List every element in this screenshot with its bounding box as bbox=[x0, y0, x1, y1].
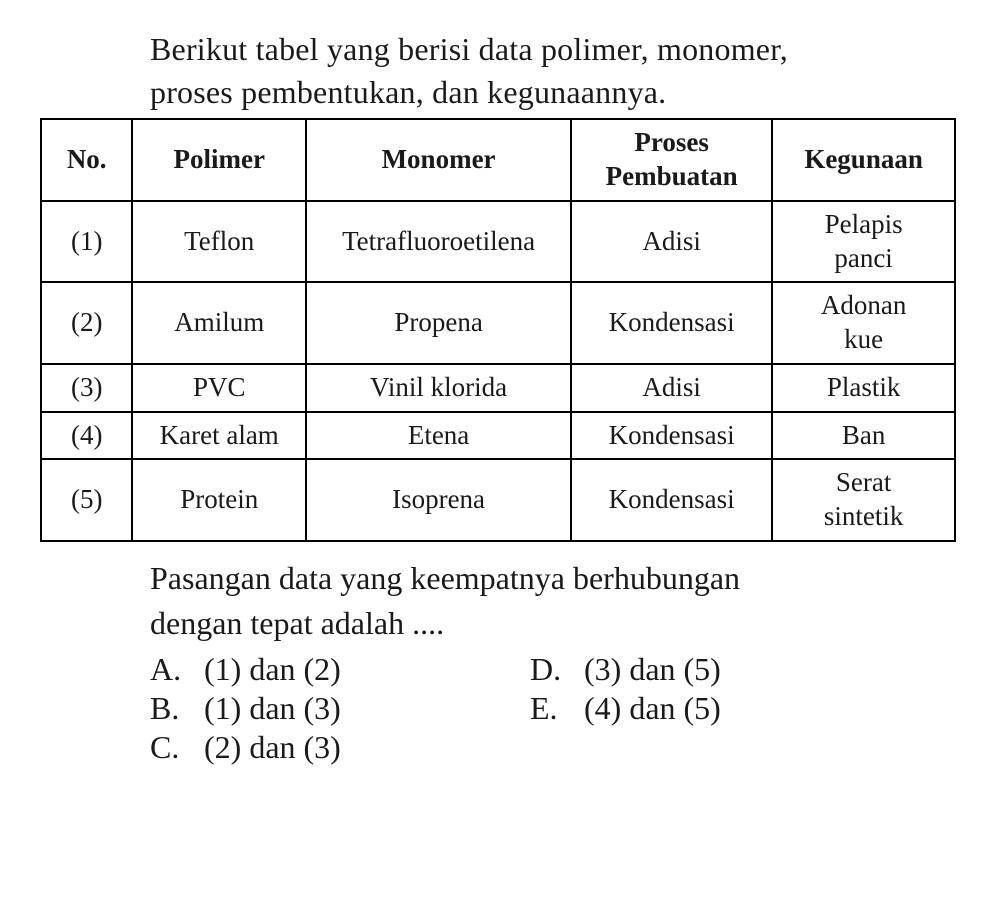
header-no: No. bbox=[41, 119, 132, 201]
cell-proses: Adisi bbox=[571, 201, 772, 283]
option-letter: C. bbox=[150, 729, 204, 766]
option-row: B. (1) dan (3) E. (4) dan (5) bbox=[150, 690, 956, 727]
cell-kegunaan-l1: Adonan bbox=[821, 290, 906, 320]
option-text: (1) dan (3) bbox=[204, 690, 341, 727]
header-kegunaan: Kegunaan bbox=[772, 119, 955, 201]
option-c: C. (2) dan (3) bbox=[150, 729, 530, 766]
question-text: Pasangan data yang keempatnya berhubunga… bbox=[150, 556, 956, 646]
option-text: (2) dan (3) bbox=[204, 729, 341, 766]
table-row: (1) Teflon Tetrafluoroetilena Adisi Pela… bbox=[41, 201, 955, 283]
cell-polimer: PVC bbox=[132, 364, 306, 412]
question-line-1: Pasangan data yang keempatnya berhubunga… bbox=[150, 560, 740, 596]
option-text: (1) dan (2) bbox=[204, 651, 341, 688]
table-row: (3) PVC Vinil klorida Adisi Plastik bbox=[41, 364, 955, 412]
option-text: (3) dan (5) bbox=[584, 651, 721, 688]
table-header-row: No. Polimer Monomer Proses Pembuatan Keg… bbox=[41, 119, 955, 201]
option-letter: D. bbox=[530, 651, 584, 688]
cell-proses: Adisi bbox=[571, 364, 772, 412]
header-monomer: Monomer bbox=[306, 119, 571, 201]
cell-kegunaan: Adonan kue bbox=[772, 282, 955, 364]
cell-no: (2) bbox=[41, 282, 132, 364]
intro-text: Berikut tabel yang berisi data polimer, … bbox=[150, 28, 956, 114]
cell-kegunaan: Plastik bbox=[772, 364, 955, 412]
cell-no: (5) bbox=[41, 459, 132, 541]
header-proses-line2: Pembuatan bbox=[606, 161, 738, 191]
option-letter: E. bbox=[530, 690, 584, 727]
intro-line-2: proses pembentukan, dan kegunaannya. bbox=[150, 74, 666, 110]
page: Berikut tabel yang berisi data polimer, … bbox=[0, 0, 996, 788]
header-proses-line1: Proses bbox=[634, 127, 709, 157]
option-e: E. (4) dan (5) bbox=[530, 690, 910, 727]
cell-monomer: Tetrafluoroetilena bbox=[306, 201, 571, 283]
option-letter: A. bbox=[150, 651, 204, 688]
cell-kegunaan: Ban bbox=[772, 412, 955, 460]
cell-monomer: Etena bbox=[306, 412, 571, 460]
cell-kegunaan-l1: Plastik bbox=[827, 372, 901, 402]
cell-monomer: Vinil klorida bbox=[306, 364, 571, 412]
cell-kegunaan-l2: panci bbox=[834, 243, 892, 273]
cell-proses: Kondensasi bbox=[571, 459, 772, 541]
option-letter: B. bbox=[150, 690, 204, 727]
cell-monomer: Propena bbox=[306, 282, 571, 364]
cell-no: (3) bbox=[41, 364, 132, 412]
cell-polimer: Teflon bbox=[132, 201, 306, 283]
cell-kegunaan: Pelapis panci bbox=[772, 201, 955, 283]
cell-polimer: Amilum bbox=[132, 282, 306, 364]
cell-proses: Kondensasi bbox=[571, 282, 772, 364]
cell-kegunaan-l1: Ban bbox=[842, 420, 886, 450]
cell-polimer: Protein bbox=[132, 459, 306, 541]
option-d: D. (3) dan (5) bbox=[530, 651, 910, 688]
cell-no: (1) bbox=[41, 201, 132, 283]
option-a: A. (1) dan (2) bbox=[150, 651, 530, 688]
table-row: (4) Karet alam Etena Kondensasi Ban bbox=[41, 412, 955, 460]
question-line-2: dengan tepat adalah .... bbox=[150, 605, 444, 641]
intro-line-1: Berikut tabel yang berisi data polimer, … bbox=[150, 31, 788, 67]
cell-kegunaan-l1: Serat bbox=[836, 467, 891, 497]
cell-monomer: Isoprena bbox=[306, 459, 571, 541]
cell-kegunaan: Serat sintetik bbox=[772, 459, 955, 541]
option-row: A. (1) dan (2) D. (3) dan (5) bbox=[150, 651, 956, 688]
cell-kegunaan-l2: sintetik bbox=[824, 501, 904, 531]
option-row: C. (2) dan (3) bbox=[150, 729, 956, 766]
option-b: B. (1) dan (3) bbox=[150, 690, 530, 727]
cell-polimer: Karet alam bbox=[132, 412, 306, 460]
cell-proses: Kondensasi bbox=[571, 412, 772, 460]
polymer-table: No. Polimer Monomer Proses Pembuatan Keg… bbox=[40, 118, 956, 542]
option-text: (4) dan (5) bbox=[584, 690, 721, 727]
table-row: (5) Protein Isoprena Kondensasi Serat si… bbox=[41, 459, 955, 541]
cell-kegunaan-l2: kue bbox=[844, 324, 883, 354]
answer-options: A. (1) dan (2) D. (3) dan (5) B. (1) dan… bbox=[150, 651, 956, 766]
cell-kegunaan-l1: Pelapis bbox=[825, 209, 903, 239]
table-row: (2) Amilum Propena Kondensasi Adonan kue bbox=[41, 282, 955, 364]
header-polimer: Polimer bbox=[132, 119, 306, 201]
cell-no: (4) bbox=[41, 412, 132, 460]
header-proses: Proses Pembuatan bbox=[571, 119, 772, 201]
